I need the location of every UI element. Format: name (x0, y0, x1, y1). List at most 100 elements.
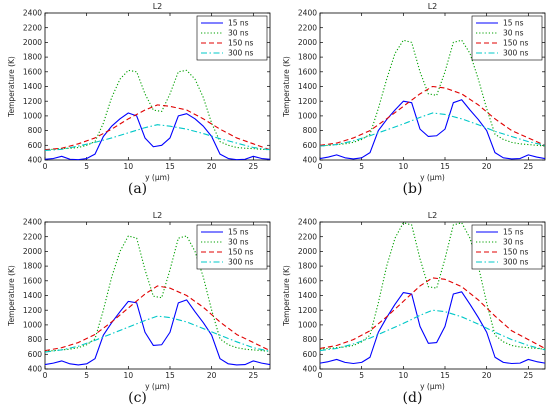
chart-title: L2 (428, 211, 438, 220)
y-axis-title: Temperature (K) (282, 56, 291, 118)
y-tick-label: 1400 (23, 82, 42, 91)
legend-label-30-ns: 30 ns (228, 238, 249, 247)
series-line-300-ns (319, 112, 546, 147)
y-tick-label: 1400 (23, 291, 42, 300)
y-tick-label: 2200 (23, 232, 42, 241)
legend-label-150-ns: 150 ns (503, 39, 528, 48)
x-tick-label: 10 (124, 162, 134, 171)
series-line-300-ns (44, 124, 271, 151)
x-tick-label: 0 (318, 371, 323, 380)
y-tick-label: 2400 (298, 218, 317, 227)
y-tick-label: 800 (28, 335, 43, 344)
y-tick-label: 2000 (23, 38, 42, 47)
legend-label-15-ns: 15 ns (228, 19, 249, 28)
legend-label-30-ns: 30 ns (503, 238, 524, 247)
chart-panel-a: L2 0 5 10 15 20 25 400 600 800 1000 1200 1400 1600 180… (0, 0, 275, 209)
y-tick-label: 1800 (298, 53, 317, 62)
x-axis-title: y (μm) (420, 382, 445, 391)
y-tick-label: 2400 (298, 9, 317, 18)
panel-tag-c: (c) (128, 390, 147, 406)
y-tick-label: 400 (28, 156, 43, 165)
y-tick-label: 2200 (298, 23, 317, 32)
series-line-15-ns (44, 112, 271, 161)
y-tick-label: 1800 (23, 53, 42, 62)
x-tick-label: 10 (399, 162, 409, 171)
y-tick-label: 1600 (298, 67, 317, 76)
y-tick-label: 1000 (298, 112, 317, 121)
panel-tag-a: (a) (127, 181, 148, 197)
x-tick-label: 15 (440, 162, 450, 171)
x-tick-label: 5 (84, 162, 89, 171)
y-tick-label: 1200 (298, 97, 317, 106)
chart-title: L2 (428, 2, 438, 11)
x-tick-label: 25 (524, 162, 534, 171)
x-tick-label: 15 (165, 162, 175, 171)
series-line-300-ns (319, 309, 546, 352)
y-tick-label: 600 (28, 141, 43, 150)
panel-tag-d: (d) (402, 390, 423, 406)
y-tick-label: 600 (28, 350, 43, 359)
y-tick-label: 2000 (298, 247, 317, 256)
x-tick-label: 5 (84, 371, 89, 380)
y-tick-label: 1200 (23, 306, 42, 315)
chart-panel-c: L2 0 5 10 15 20 25 400 600 800 1000 1200 1400 1600 180… (0, 209, 275, 418)
y-tick-label: 400 (303, 156, 318, 165)
x-tick-label: 10 (399, 371, 409, 380)
y-tick-label: 1200 (298, 306, 317, 315)
x-tick-label: 25 (249, 371, 259, 380)
panel-tag-b: (b) (402, 181, 423, 197)
y-tick-label: 1400 (298, 291, 317, 300)
y-axis-title: Temperature (K) (7, 56, 16, 118)
series-line-15-ns (319, 291, 546, 365)
series-line-150-ns (44, 104, 271, 151)
series-line-15-ns (44, 299, 271, 366)
legend-label-30-ns: 30 ns (228, 29, 249, 38)
y-tick-label: 400 (28, 365, 43, 374)
series-line-150-ns (319, 85, 546, 146)
y-tick-label: 2400 (23, 218, 42, 227)
y-tick-label: 1200 (23, 97, 42, 106)
x-tick-label: 25 (249, 162, 259, 171)
y-tick-label: 1400 (298, 82, 317, 91)
x-tick-label: 0 (318, 162, 323, 171)
y-tick-label: 600 (303, 141, 318, 150)
chart-d: L2 0 5 10 15 20 25 400 600 800 1000 1200 1400 1600 180… (282, 211, 546, 391)
y-tick-label: 2000 (298, 38, 317, 47)
series-line-150-ns (44, 285, 271, 352)
legend-label-150-ns: 150 ns (503, 248, 528, 257)
x-tick-label: 10 (124, 371, 134, 380)
y-tick-label: 2200 (23, 23, 42, 32)
legend-label-300-ns: 300 ns (228, 258, 253, 267)
y-tick-label: 2200 (298, 232, 317, 241)
legend-label-15-ns: 15 ns (228, 228, 249, 237)
chart-c: L2 0 5 10 15 20 25 400 600 800 1000 1200 1400 1600 180… (7, 211, 271, 391)
chart-panel-b: L2 0 5 10 15 20 25 400 600 800 1000 1200 1400 1600 180… (275, 0, 550, 209)
y-tick-label: 1000 (23, 321, 42, 330)
y-tick-label: 800 (28, 126, 43, 135)
chart-title: L2 (153, 2, 163, 11)
y-tick-label: 1800 (23, 262, 42, 271)
x-tick-label: 25 (524, 371, 534, 380)
legend-label-15-ns: 15 ns (503, 19, 524, 28)
x-axis-title: y (μm) (420, 173, 445, 182)
y-tick-label: 600 (303, 350, 318, 359)
legend-label-300-ns: 300 ns (228, 49, 253, 58)
x-tick-label: 5 (359, 162, 364, 171)
x-tick-label: 0 (43, 162, 48, 171)
y-tick-label: 1000 (298, 321, 317, 330)
x-axis-title: y (μm) (145, 382, 170, 391)
y-axis-title: Temperature (K) (7, 265, 16, 327)
legend-label-300-ns: 300 ns (503, 49, 528, 58)
x-tick-label: 20 (207, 162, 217, 171)
series-line-150-ns (319, 277, 546, 349)
legend-label-300-ns: 300 ns (503, 258, 528, 267)
x-axis-title: y (μm) (145, 173, 170, 182)
legend-label-150-ns: 150 ns (228, 248, 253, 257)
y-tick-label: 400 (303, 365, 318, 374)
legend-label-150-ns: 150 ns (228, 39, 253, 48)
series-line-30-ns (44, 69, 271, 151)
